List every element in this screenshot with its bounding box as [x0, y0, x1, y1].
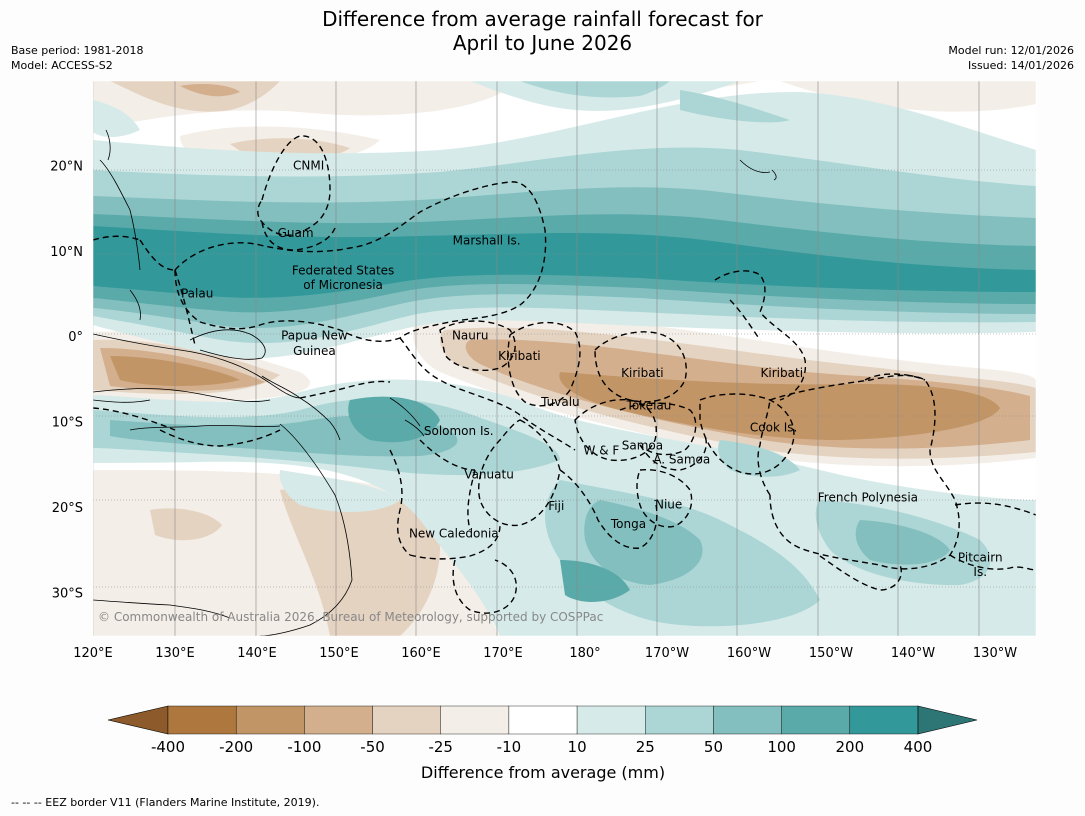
place-label: Federated States — [292, 264, 394, 278]
lat-tick-label: 20°N — [50, 159, 83, 174]
issued-date: Issued: 14/01/2026 — [967, 59, 1074, 72]
place-label: Samoa — [622, 439, 663, 453]
lon-tick-label: 140°W — [891, 646, 935, 661]
colorbar-swatch — [576, 705, 646, 735]
colorbar-tick-label: 100 — [767, 738, 796, 756]
lat-tick-label: 20°S — [52, 501, 83, 516]
lon-tick-label: 130°W — [973, 646, 1017, 661]
place-label: Kiribati — [498, 349, 540, 363]
place-label: Pitcairn — [958, 550, 1003, 564]
map-frame — [92, 80, 1037, 637]
model-name: Model: ACCESS-S2 — [11, 59, 113, 72]
chart-title: Difference from average rainfall forecas… — [0, 7, 1085, 55]
footer-eez-note: -- -- -- EEZ border V11 (Flanders Marine… — [11, 796, 320, 809]
colorbar-swatch — [440, 705, 510, 735]
colorbar-extend-low — [107, 705, 169, 735]
lon-tick-label: 140°E — [237, 646, 277, 661]
place-label: CNMI — [293, 159, 324, 173]
colorbar-tick-label: -50 — [360, 738, 385, 756]
colorbar-tick-label: -100 — [287, 738, 321, 756]
latitude-axis: 20°N 10°N 0° 10°S 20°S 30°S — [50, 159, 83, 601]
colorbar-swatch — [713, 705, 782, 735]
colorbar-swatch — [304, 705, 373, 735]
coastlines — [93, 129, 777, 636]
place-label: Kiribati — [621, 366, 663, 380]
lon-tick-label: 170°E — [483, 646, 523, 661]
title-line-2: April to June 2026 — [452, 31, 633, 55]
colorbar-tick-label: 50 — [704, 738, 723, 756]
colorbar-tick-label: 25 — [636, 738, 655, 756]
place-label: Solomon Is. — [424, 424, 494, 438]
place-label: Guam — [278, 226, 314, 240]
colorbar-title: Difference from average (mm) — [421, 763, 665, 782]
place-label: Guinea — [293, 344, 336, 358]
colorbar-swatch — [849, 705, 919, 735]
colorbar: -400 -200 -100 -50 -25 -10 10 25 50 100 200 400 — [107, 705, 978, 756]
colorbar-tick-label: -200 — [219, 738, 253, 756]
lon-tick-label: 120°E — [73, 646, 113, 661]
colorbar-tick-label: 400 — [904, 738, 933, 756]
colorbar-swatch — [508, 705, 578, 735]
colorbar-extend-high — [917, 705, 978, 735]
place-label: Tonga — [610, 517, 646, 531]
lon-tick-label: 170°W — [645, 646, 689, 661]
lat-tick-label: 10°S — [52, 416, 83, 431]
lon-tick-label: 180° — [569, 646, 600, 661]
colorbar-swatch — [781, 705, 851, 735]
colorbar-swatch — [167, 705, 237, 735]
place-label: Tokelau — [626, 398, 672, 412]
graticule — [93, 81, 1036, 636]
colorbar-tick-label: 200 — [835, 738, 864, 756]
colorbar-swatch — [645, 705, 714, 735]
eez-borders — [93, 135, 1036, 614]
place-label: French Polynesia — [818, 491, 918, 505]
place-label: Palau — [181, 287, 213, 301]
place-label: Cook Is. — [750, 421, 797, 435]
colorbar-tick-label: -10 — [497, 738, 522, 756]
lon-tick-label: 150°E — [319, 646, 359, 661]
place-label: A. Samoa — [653, 452, 710, 466]
base-period: Base period: 1981-2018 — [11, 44, 144, 57]
place-label: W & F — [584, 444, 620, 458]
lon-tick-label: 130°E — [155, 646, 195, 661]
model-run: Model run: 12/01/2026 — [948, 44, 1074, 57]
place-label: Kiribati — [761, 366, 803, 380]
colorbar-swatch — [372, 705, 441, 735]
colorbar-swatch — [235, 705, 305, 735]
place-label: Papua New — [281, 328, 348, 342]
colorbar-tick-label: 10 — [568, 738, 587, 756]
copyright-notice: © Commonwealth of Australia 2026, Bureau… — [98, 610, 603, 624]
place-label: Niue — [655, 498, 682, 512]
meta-left: Base period: 1981-2018 Model: ACCESS-S2 — [11, 43, 143, 73]
place-label: Marshall Is. — [453, 234, 521, 248]
lat-tick-label: 30°S — [52, 586, 83, 601]
place-label: Fiji — [548, 499, 564, 513]
place-label: Vanuatu — [464, 468, 514, 482]
lat-tick-label: 0° — [68, 330, 83, 345]
place-label: New Caledonia — [409, 527, 499, 541]
colorbar-tick-label: -400 — [151, 738, 185, 756]
colorbar-tick-label: -25 — [428, 738, 453, 756]
meta-right: Model run: 12/01/2026 Issued: 14/01/2026 — [948, 43, 1074, 73]
map-panel: © Commonwealth of Australia 2026, Bureau… — [93, 81, 1036, 636]
longitude-axis: 120°E 130°E 140°E 150°E 160°E 170°E 180° 170°W 1… — [73, 646, 1017, 661]
title-line-1: Difference from average rainfall forecas… — [322, 7, 763, 31]
lat-tick-label: 10°N — [50, 245, 83, 260]
place-label: of Micronesia — [303, 278, 383, 292]
place-label: Is. — [973, 565, 987, 579]
lon-tick-label: 160°E — [401, 646, 441, 661]
place-label: Nauru — [452, 328, 488, 342]
lon-tick-label: 150°W — [809, 646, 853, 661]
place-label: Tuvalu — [540, 395, 580, 409]
wet-anomaly-areas — [93, 81, 1036, 636]
lon-tick-label: 160°W — [727, 646, 771, 661]
